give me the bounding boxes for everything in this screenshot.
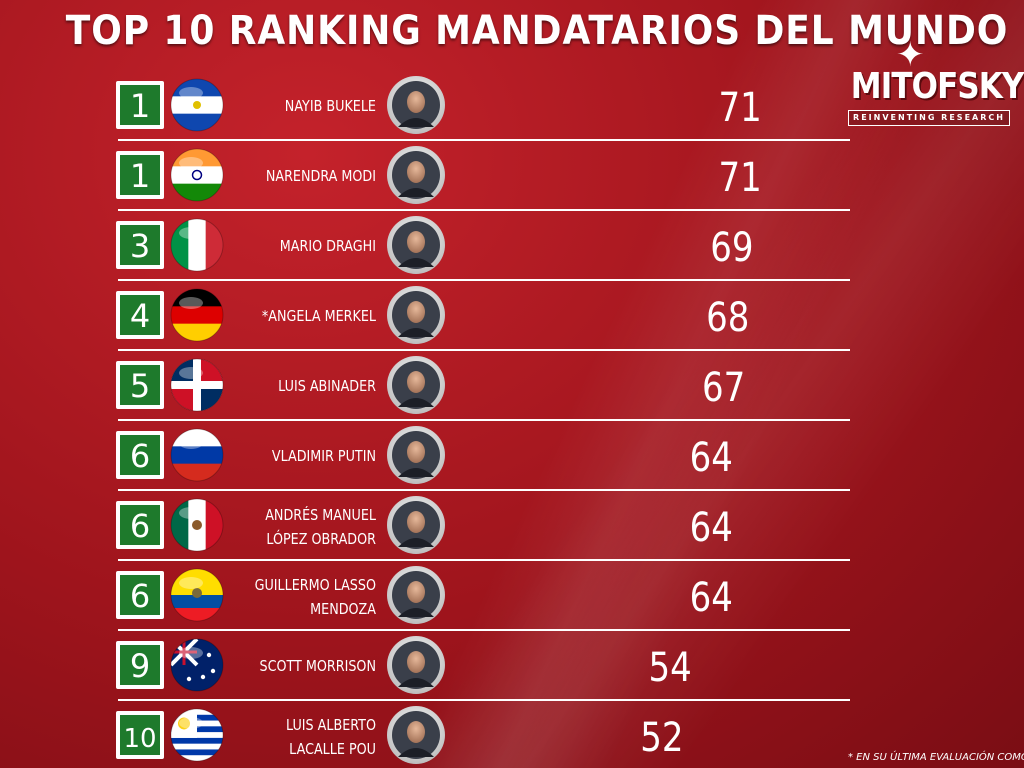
mitofsky-logo: ✦ MITOFSKY REINVENTING RESEARCH	[838, 35, 1024, 128]
logo-tagline: REINVENTING RESEARCH	[848, 110, 1010, 126]
rank-label: 4	[130, 297, 150, 335]
chart-title: TOP 10 RANKING MANDATARIOS DEL MUNDO	[65, 8, 1009, 54]
leader-name-label: VLADIMIR PUTIN	[272, 448, 376, 465]
ranking-row: 1 NARENDRA MODI 71	[116, 146, 850, 211]
value-label: 69	[710, 224, 753, 270]
leader-avatar	[387, 356, 445, 414]
leader-name-label: NARENDRA MODI	[266, 168, 376, 185]
rank-label: 6	[130, 437, 150, 475]
rank-badge: 1	[116, 151, 164, 199]
ranking-row: 1 NAYIB BUKELE 71	[116, 76, 850, 141]
logo-brand: MITOFSKY	[850, 66, 1024, 107]
leader-avatar	[387, 286, 445, 344]
leader-avatar	[387, 76, 445, 134]
value-label: 54	[648, 644, 691, 690]
leader-name-label: *ANGELA MERKEL	[262, 308, 376, 325]
value-label: 64	[690, 504, 733, 550]
leader-name-label: GUILLERMO LASSO	[255, 577, 376, 594]
leader-avatar	[387, 566, 445, 624]
rank-badge: 3	[116, 221, 164, 269]
leader-name-label: MARIO DRAGHI	[280, 238, 376, 255]
leader-name-label: MENDOZA	[310, 601, 376, 618]
rank-label: 9	[130, 647, 150, 685]
rank-badge: 1	[116, 81, 164, 129]
flag-germany-icon	[171, 289, 223, 341]
leader-name-label: ANDRÉS MANUEL	[265, 505, 376, 524]
rank-badge: 9	[116, 641, 164, 689]
rank-label: 6	[130, 577, 150, 615]
rank-badge: 5	[116, 361, 164, 409]
leader-name-label: LACALLE POU	[289, 741, 376, 758]
ranking-row: 6 GUILLERMO LASSO MENDOZA 64	[116, 566, 850, 631]
rank-badge: 6	[116, 501, 164, 549]
flag-dominican-icon	[171, 359, 223, 411]
rank-badge: 6	[116, 431, 164, 479]
flag-australia-icon	[171, 639, 223, 691]
rank-badge: 6	[116, 571, 164, 619]
ranking-row: 6 VLADIMIR PUTIN 64	[116, 426, 850, 491]
value-label: 68	[706, 294, 749, 340]
value-label: 64	[690, 574, 733, 620]
ranking-row: 9 SCOTT MORRISON 54	[116, 636, 850, 701]
rank-label: 6	[130, 507, 150, 545]
flag-italy-icon	[171, 219, 223, 271]
rank-label: 1	[130, 157, 150, 195]
leader-avatar	[387, 636, 445, 694]
value-label: 67	[702, 364, 745, 410]
logo-mark-icon: ✦	[896, 35, 925, 75]
value-label: 71	[719, 84, 762, 130]
leader-name-label: SCOTT MORRISON	[259, 658, 376, 675]
flag-mexico-icon	[171, 499, 223, 551]
ranking-row: 3 MARIO DRAGHI 69	[116, 216, 850, 281]
value-label: 71	[719, 154, 762, 200]
leader-avatar	[387, 496, 445, 554]
flag-el-salvador-icon	[171, 79, 223, 131]
rank-label: 10	[123, 724, 156, 754]
leader-name-label: LUIS ABINADER	[278, 378, 376, 395]
rank-badge: 10	[116, 711, 164, 759]
value-label: 52	[640, 714, 683, 760]
ranking-row: 5 LUIS ABINADER 67	[116, 356, 850, 421]
leader-avatar	[387, 706, 445, 764]
ranking-row: 6 ANDRÉS MANUEL LÓPEZ OBRADOR 64	[116, 496, 850, 561]
rank-label: 1	[130, 87, 150, 125]
rank-badge: 4	[116, 291, 164, 339]
value-label: 64	[690, 434, 733, 480]
leader-name-label: LÓPEZ OBRADOR	[266, 529, 376, 548]
leader-name-label: NAYIB BUKELE	[285, 98, 376, 115]
leader-avatar	[387, 216, 445, 274]
footnote: * EN SU ÚLTIMA EVALUACIÓN COMO CA	[848, 752, 1024, 763]
leader-name-label: LUIS ALBERTO	[286, 717, 376, 734]
leader-avatar	[387, 426, 445, 484]
rank-label: 5	[130, 367, 150, 405]
rank-label: 3	[130, 227, 150, 265]
ranking-row: 10 LUIS ALBERTO LACALLE POU 52	[116, 706, 684, 764]
flag-india-icon	[171, 149, 223, 201]
flag-russia-icon	[171, 429, 223, 481]
ranking-row: 4 *ANGELA MERKEL 68	[116, 286, 850, 351]
leader-avatar	[387, 146, 445, 204]
